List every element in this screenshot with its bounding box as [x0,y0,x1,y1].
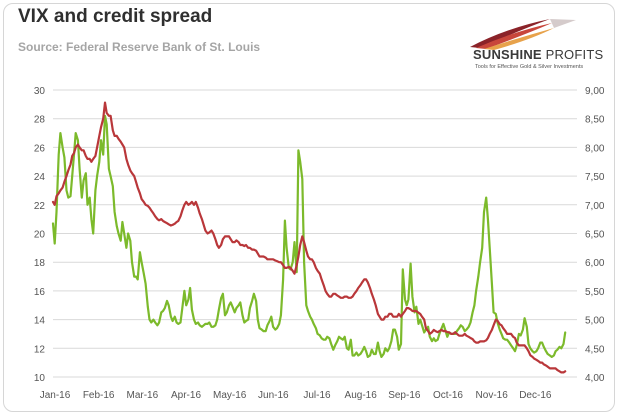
right-y-tick-label: 8,50 [585,115,605,126]
right-y-tick-label: 5,00 [585,316,605,327]
x-tick-label: Jan-16 [40,390,71,401]
x-tick-label: Sep-16 [388,390,421,401]
logo-brand-bold: SUNSHINE [473,47,542,62]
logo-swoosh-icon [470,19,576,50]
left-y-tick-label: 22 [34,201,46,212]
x-tick-label: Oct-16 [433,390,463,401]
logo-tagline: Tools for Effective Gold & Silver Invest… [475,64,584,70]
chart-title: VIX and credit spread [18,6,213,27]
left-y-tick-label: 16 [34,287,46,298]
chart-frame [3,3,615,412]
left-y-tick-label: 30 [34,86,46,97]
x-tick-label: May-16 [213,390,247,401]
right-y-tick-label: 4,00 [585,373,605,384]
left-y-tick-label: 20 [34,230,46,241]
x-tick-label: Mar-16 [126,390,158,401]
logo-brand: SUNSHINE PROFITS [473,47,603,62]
left-y-axis: 10 12 14 16 18 20 22 24 26 28 30 [34,86,46,384]
chart-subtitle: Source: Federal Reserve Bank of St. Loui… [18,40,261,54]
left-y-tick-label: 10 [34,373,46,384]
x-tick-label: Nov-16 [476,390,509,401]
x-tick-label: Jul-16 [303,390,331,401]
x-tick-label: Dec-16 [519,390,552,401]
x-tick-label: Apr-16 [171,390,201,401]
left-y-tick-label: 12 [34,344,46,355]
left-y-tick-label: 24 [34,172,46,183]
right-y-axis: 4,00 4,50 5,00 5,50 6,00 6,50 7,00 7,50 8,00 8,50… [585,86,605,384]
sunshine-profits-logo: SUNSHINE PROFITS Tools for Effective Gol… [466,14,606,74]
right-y-tick-label: 7,00 [585,201,605,212]
x-tick-label: Jun-16 [258,390,289,401]
x-tick-label: Feb-16 [83,390,115,401]
left-y-tick-label: 28 [34,115,46,126]
left-y-tick-label: 18 [34,258,46,269]
x-axis: Jan-16 Feb-16 Mar-16 Apr-16 May-16 Jun-16 Jul-… [40,390,552,401]
right-y-tick-label: 8,00 [585,143,605,154]
x-tick-label: Aug-16 [345,390,378,401]
series-lines [51,101,567,374]
right-y-tick-label: 6,00 [585,258,605,269]
right-y-tick-label: 7,50 [585,172,605,183]
right-y-tick-label: 6,50 [585,230,605,241]
series-line-green [51,114,567,358]
left-y-tick-label: 14 [34,316,46,327]
gridlines [53,89,577,378]
right-y-tick-label: 4,50 [585,344,605,355]
right-y-tick-label: 5,50 [585,287,605,298]
series-line-red [51,101,567,374]
logo-brand-light: PROFITS [541,47,604,62]
right-y-tick-label: 9,00 [585,86,605,97]
left-y-tick-label: 26 [34,143,46,154]
